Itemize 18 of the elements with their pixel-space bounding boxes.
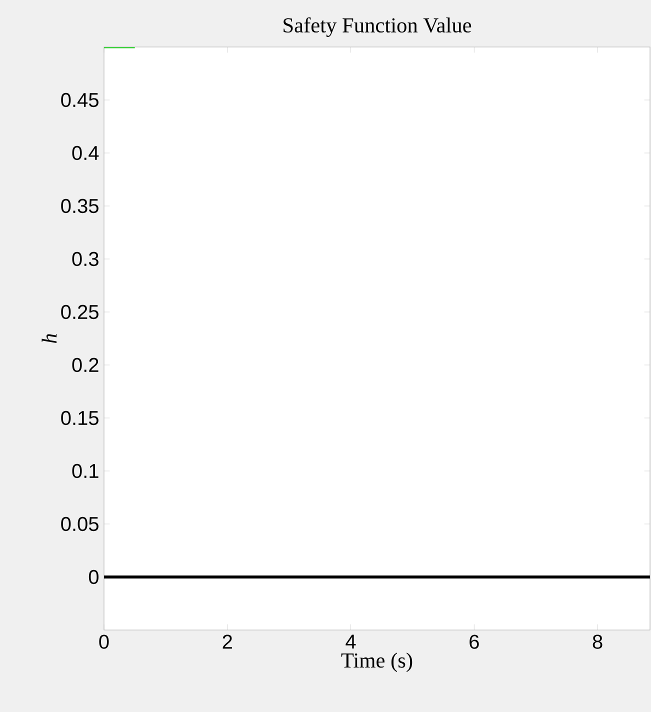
y-tick-label: 0.25 (61, 304, 98, 320)
y-tick-label: 0.45 (61, 92, 98, 108)
y-axis-title: h (42, 334, 57, 344)
y-tick-label: 0.05 (61, 516, 98, 532)
y-tick-label: 0.35 (61, 198, 98, 214)
chart-title: Safety Function Value (284, 17, 472, 37)
y-tick-label: 0 (88, 570, 98, 584)
y-tick-label: 0.2 (72, 358, 98, 372)
x-tick-label: 8 (592, 634, 602, 649)
y-tick-label: 0.3 (72, 252, 98, 266)
x-tick-label: 6 (470, 634, 479, 649)
y-tick-label: 0.4 (72, 146, 99, 160)
x-tick-label: 0 (99, 634, 109, 649)
y-tick-label: 0.1 (72, 464, 98, 478)
x-tick-label: 4 (346, 634, 356, 648)
x-axis-title: Time (s) (341, 652, 412, 672)
y-tick-label: 0.15 (61, 410, 98, 426)
x-tick-label: 2 (222, 634, 232, 649)
